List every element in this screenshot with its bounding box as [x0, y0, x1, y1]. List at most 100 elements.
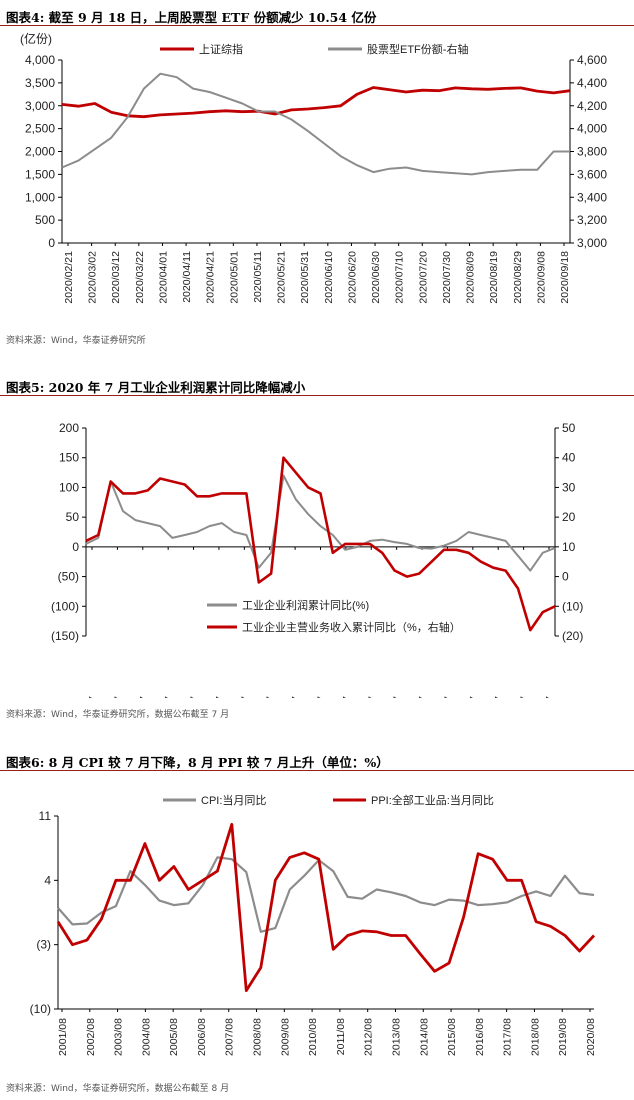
fig5-x-tick-label: 2011/07	[316, 696, 328, 698]
fig4-x-tick-label: 2020/04/21	[205, 251, 217, 304]
fig5-x-tick-label: 2013/07	[366, 696, 378, 698]
fig5-x-tick-label: 2012/07	[341, 696, 353, 698]
fig4-left-tick-label: 4,000	[25, 53, 55, 67]
fig4-x-tick-label: 2020/05/01	[228, 251, 240, 304]
fig4-x-tick-label: 2020/03/22	[134, 251, 146, 304]
fig5-legend-label-2: 工业企业主营业务收入累计同比（%，右轴）	[242, 620, 461, 634]
fig5-x-tick-label: 2004/07	[138, 696, 150, 698]
fig5-x-tick-label: 2019/07	[519, 696, 531, 698]
fig4-right-tick-label: 4,000	[577, 122, 607, 136]
fig5-x-tick-label: 2014/07	[392, 696, 404, 698]
fig6-chart: (10) (3) 4 11 2001/08 2002/08 2003/08 2004/08 20…	[30, 793, 597, 1056]
fig4-right-tick-label: 3,400	[577, 190, 607, 204]
fig4-left-tick-label: 3,000	[25, 99, 55, 113]
fig5-right-tick-label: (10)	[562, 599, 583, 613]
fig6-source: 资料来源：Wind，华泰证券研究所，数据公布截至 8 月	[6, 1084, 230, 1094]
fig4-left-tick-label: 2,500	[25, 122, 55, 136]
fig4-left-tick-label: 1,500	[25, 167, 55, 181]
fig4-x-tick-label: 2020/03/02	[87, 251, 99, 304]
fig5-right-tick-label: 40	[562, 451, 576, 465]
fig6-x-tick-label: 2012/08	[363, 1018, 375, 1056]
fig6-left-tick-label: (3)	[36, 938, 51, 952]
fig5-title-divider	[0, 395, 634, 396]
fig5-series-line-1	[85, 474, 556, 572]
fig4-x-tick-label: 2020/05/21	[276, 251, 288, 304]
fig5-x-tick-label: 2003/07	[112, 696, 124, 698]
fig5-x-tick-label: 2002/07	[87, 696, 99, 698]
fig6-legend-label-2: PPI:全部工业品:当月同比	[371, 793, 494, 807]
fig4-unit-label: (亿份)	[20, 31, 52, 46]
fig5-right-tick-label: 50	[562, 421, 576, 435]
fig4-x-tick-label: 2020/08/19	[488, 251, 500, 304]
fig5-right-tick-label: 30	[562, 480, 576, 494]
fig6-x-tick-label: 2015/08	[446, 1018, 458, 1056]
fig4-x-tick-label: 2020/06/20	[346, 251, 358, 304]
fig6-x-tick-label: 2003/08	[113, 1018, 125, 1056]
fig4-x-tick-label: 2020/04/01	[157, 251, 169, 304]
fig5-title: 图表5: 2020 年 7 月工业企业利润累计同比降幅减小	[6, 380, 306, 395]
fig6-series-line-2	[56, 822, 596, 993]
fig5-left-tick-label: (50)	[58, 570, 79, 584]
fig5-series-line-2	[85, 456, 556, 632]
fig6-x-tick-label: 2004/08	[140, 1018, 152, 1056]
fig6-x-tick-label: 2006/08	[196, 1018, 208, 1056]
fig5-source: 资料来源：Wind，华泰证券研究所，数据公布截至 7 月	[6, 710, 230, 720]
fig6-x-tick-label: 2020/08	[585, 1018, 597, 1056]
fig4-legend-label-1: 上证综指	[199, 42, 243, 56]
fig6-x-tick-label: 2009/08	[279, 1018, 291, 1056]
fig4-x-tick-label: 2020/07/10	[394, 251, 406, 304]
fig6-title-divider	[0, 770, 634, 771]
fig5-x-tick-label: 2008/07	[239, 696, 251, 698]
fig4-title-divider	[0, 25, 634, 26]
fig5-legend-label-1: 工业企业利润累计同比(%)	[242, 598, 369, 612]
fig6-x-tick-label: 2013/08	[390, 1018, 402, 1056]
fig5-left-tick-label: (150)	[51, 629, 79, 643]
fig4-right-tick-label: 3,000	[577, 236, 607, 250]
fig4-x-tick-label: 2020/07/30	[441, 251, 453, 304]
fig5-x-tick-label: 2020/07	[544, 696, 556, 698]
fig4-x-tick-label: 2020/06/30	[370, 251, 382, 304]
fig4-x-tick-label: 2020/06/10	[323, 251, 335, 304]
fig4-x-tick-label: 2020/08/09	[465, 251, 477, 304]
fig4-right-tick-label: 4,200	[577, 99, 607, 113]
fig5-right-tick-label: (20)	[562, 629, 583, 643]
fig4-source: 资料来源：Wind，华泰证券研究所	[6, 336, 146, 346]
fig5-x-tick-label: 2018/07	[493, 696, 505, 698]
fig5-left-tick-label: (100)	[51, 599, 79, 613]
fig5-x-tick-label: 2006/07	[189, 696, 201, 698]
fig4-title: 图表4: 截至 9 月 18 日，上周股票型 ETF 份额减少 10.54 亿份	[6, 10, 377, 25]
fig4-left-tick-label: 500	[35, 213, 55, 227]
fig4-series-line-2	[61, 72, 570, 176]
fig4-left-tick-label: 0	[48, 236, 55, 250]
fig4-x-tick-label: 2020/07/20	[417, 251, 429, 304]
fig6-left-tick-label: (10)	[30, 1002, 51, 1016]
fig5-chart: (150) (100) (50) 0 50 100 150 200 (20) (10) 0 10 20 3…	[51, 421, 583, 698]
fig6-series-line-1	[57, 856, 595, 933]
fig4-x-tick-label: 2020/03/12	[110, 251, 122, 304]
fig4-right-tick-label: 4,600	[577, 53, 607, 67]
fig4-left-tick-label: 2,000	[25, 145, 55, 159]
fig6-x-tick-label: 2014/08	[418, 1018, 430, 1056]
fig4-x-tick-label: 2020/04/11	[181, 251, 193, 303]
fig5-right-tick-label: 0	[562, 570, 569, 584]
fig6-title: 图表6: 8 月 CPI 较 7 月下降，8 月 PPI 较 7 月上升（单位：…	[6, 755, 389, 770]
fig5-x-tick-label: 2015/07	[417, 696, 429, 698]
fig5-left-tick-label: 200	[59, 421, 79, 435]
fig5-x-tick-label: 2005/07	[163, 696, 175, 698]
fig6-x-tick-label: 2019/08	[557, 1018, 569, 1056]
fig5-left-tick-label: 100	[59, 480, 79, 494]
fig6-x-tick-label: 2002/08	[85, 1018, 97, 1056]
fig6-x-tick-label: 2017/08	[502, 1018, 514, 1056]
fig6-left-tick-label: 11	[39, 809, 52, 823]
fig5-left-tick-label: 150	[59, 451, 79, 465]
fig4-left-tick-label: 3,500	[25, 76, 55, 90]
fig6-x-tick-label: 2016/08	[474, 1018, 486, 1056]
fig6-x-tick-label: 2018/08	[529, 1018, 541, 1056]
fig4-x-tick-label: 2020/05/31	[299, 251, 311, 304]
fig5-right-tick-label: 10	[562, 540, 576, 554]
fig6-x-tick-label: 2011/08	[335, 1018, 347, 1055]
fig4-right-tick-label: 4,400	[577, 76, 607, 90]
fig5-x-tick-label: 2007/07	[214, 696, 226, 698]
fig4-x-tick-label: 2020/08/29	[512, 251, 524, 304]
fig4-x-tick-label: 2020/09/18	[559, 251, 571, 304]
